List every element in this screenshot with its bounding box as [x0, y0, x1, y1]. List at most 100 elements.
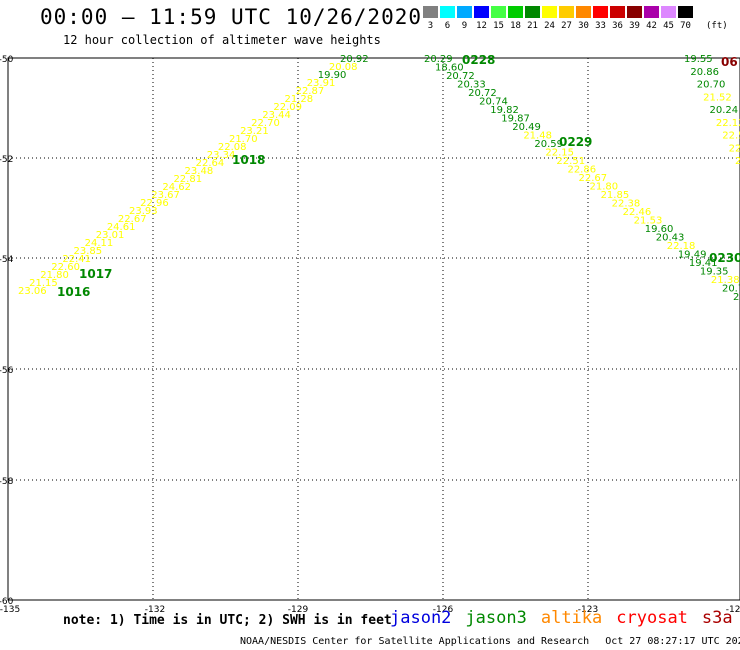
lon-tick-label: -123	[578, 605, 598, 615]
swh-value-label: 22.12	[716, 118, 740, 129]
swh-value-label: 24.61	[107, 222, 136, 233]
lat-tick-label: -56	[0, 366, 14, 376]
pass-time-label: 0229	[559, 135, 592, 149]
scale-swatch	[473, 5, 490, 19]
scale-bin-label: 30	[578, 21, 589, 31]
swh-value-label: 21.28	[284, 94, 313, 105]
swh-value-label: 24.11	[85, 238, 114, 249]
swh-value-label: 23.34	[207, 150, 236, 161]
lat-tick-label: -52	[0, 155, 13, 165]
swh-value-label: 21.85	[601, 190, 630, 201]
scale-bin-label: 6	[444, 21, 451, 31]
scale-bin-label: 3	[427, 21, 434, 31]
swh-value-label: 21.80	[40, 270, 69, 281]
swh-value-label: 22.08	[218, 142, 247, 153]
map-frame	[7, 57, 740, 601]
swh-value-label: 20.72	[446, 71, 475, 82]
scale-bin: 33	[592, 5, 609, 31]
pass-time-label: 0228	[462, 53, 495, 67]
swh-value-label: 22.52	[722, 131, 740, 142]
swh-value-label: 24.62	[162, 182, 191, 193]
swh-value-label: 20.72	[468, 88, 497, 99]
scale-bin-label: 33	[595, 21, 606, 31]
scale-bin: 70	[677, 5, 694, 31]
swh-value-label: 22.41	[62, 254, 91, 265]
swh-value-label: 19.49	[678, 250, 707, 261]
swh-value-label: 23.06	[18, 286, 47, 297]
scale-swatch	[507, 5, 524, 19]
swh-value-label: 19.60	[645, 224, 674, 235]
scale-bin-label: 42	[646, 21, 657, 31]
scale-bin: 39	[626, 5, 643, 31]
swh-value-label: 20.33	[457, 80, 486, 91]
lat-tick-label: -50	[0, 55, 14, 65]
swh-value-label: 22.60	[51, 262, 80, 273]
swh-value-label: 21.38	[711, 275, 740, 286]
lat-tick-label: -54	[0, 255, 14, 265]
legend-item-jason2: jason2	[390, 608, 452, 628]
scale-bin: 24	[541, 5, 558, 31]
scale-bin-label: 9	[461, 21, 468, 31]
swh-value-label: 23.85	[74, 246, 103, 257]
swh-value-label: 22	[735, 156, 740, 167]
swh-value-label: 20.7	[722, 284, 740, 295]
swh-value-label: 19.87	[501, 114, 530, 125]
swh-value-label: 22.51	[556, 156, 585, 167]
chart-title: 00:00 – 11:59 UTC 10/26/2020	[40, 5, 423, 29]
scale-bin: 12	[473, 5, 490, 31]
swh-value-label: 23.93	[129, 206, 158, 217]
swh-value-label: 21.80	[590, 182, 619, 193]
swh-value-label: 21.15	[29, 278, 58, 289]
scale-bin-label: 12	[476, 21, 487, 31]
swh-value-label: 20.29	[424, 54, 453, 65]
swh-value-label: 22.15	[545, 148, 574, 159]
scale-swatch	[490, 5, 507, 19]
scale-bin: 27	[558, 5, 575, 31]
swh-value-label: 22.38	[612, 199, 641, 210]
satellite-legend: jason2 jason3 altika cryosat s3a	[390, 608, 733, 628]
pass-time-label: 0230	[709, 251, 740, 265]
swh-value-label: 22.70	[251, 118, 280, 129]
scale-bin-label: 39	[629, 21, 640, 31]
legend-item-cryosat: cryosat	[616, 608, 688, 628]
swh-value-label: 20.24	[710, 105, 739, 116]
scale-swatch	[558, 5, 575, 19]
swh-value-label: 20.92	[340, 54, 369, 65]
swh-value-label: 22.81	[173, 174, 202, 185]
scale-bin-label: 21	[527, 21, 538, 31]
scale-swatch	[575, 5, 592, 19]
scale-bin-label: 24	[544, 21, 555, 31]
lat-tick-label: -60	[0, 597, 14, 607]
lon-tick-label: -126	[433, 605, 454, 615]
swh-value-label: 22.1	[729, 143, 740, 154]
swh-value-label: 19.41	[689, 258, 718, 269]
swh-value-label: 21.48	[523, 131, 552, 142]
scale-bin: 42	[643, 5, 660, 31]
pass-time-label: 1017	[79, 267, 112, 281]
scale-swatch	[524, 5, 541, 19]
pass-time-label: 1016	[57, 285, 90, 299]
swh-value-label: 20.08	[329, 62, 358, 73]
scale-bin-label: 27	[561, 21, 572, 31]
swh-value-label: 22.86	[567, 165, 596, 176]
lon-tick-label: -132	[145, 605, 165, 615]
swh-value-label: 20.59	[534, 139, 563, 150]
swh-value-label: 23.21	[240, 126, 269, 137]
scale-bin: 3	[422, 5, 439, 31]
scale-bin-label: 45	[663, 21, 674, 31]
generated-timestamp: Oct 27 08:27:17 UTC 2020	[605, 636, 740, 647]
scale-swatch	[643, 5, 660, 19]
swh-value-label: 20.70	[697, 80, 726, 91]
credit-line: NOAA/NESDIS Center for Satellite Applica…	[240, 636, 740, 647]
scale-swatch	[677, 5, 694, 19]
lon-tick-label: -129	[288, 605, 309, 615]
swh-value-label: 21.52	[703, 92, 732, 103]
swh-value-label: 19.90	[318, 70, 347, 81]
swh-value-label: 23.67	[151, 190, 180, 201]
scale-bin-label: 70	[680, 21, 691, 31]
scale-bin-label: 15	[493, 21, 504, 31]
swh-value-label: 21.70	[229, 134, 258, 145]
scale-bin: 30	[575, 5, 592, 31]
swh-value-label: 21.53	[634, 216, 663, 227]
